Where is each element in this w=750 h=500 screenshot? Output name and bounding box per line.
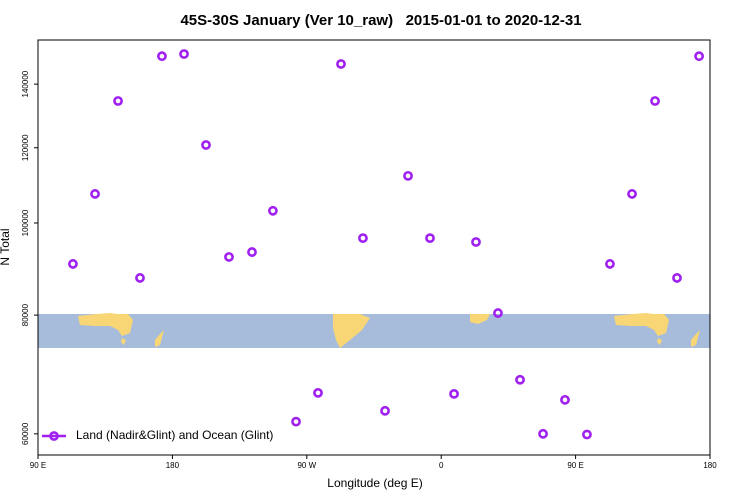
point — [90, 189, 100, 199]
legend-label: Land (Nadir&Glint) and Ocean (Glint) — [76, 428, 273, 442]
point — [201, 140, 211, 150]
point — [493, 308, 503, 318]
point — [605, 259, 615, 269]
point — [358, 233, 368, 244]
x-tick-label: 90 W — [297, 461, 316, 470]
y-axis-label: N Total — [0, 228, 12, 265]
plot-frame — [37, 39, 711, 456]
point — [672, 273, 682, 283]
y-tick-label: 120000 — [21, 134, 30, 161]
point — [403, 170, 413, 181]
map-strip — [38, 313, 710, 348]
point — [68, 259, 78, 269]
x-tick-label: 180 — [703, 461, 717, 470]
x-tick-label: 180 — [166, 461, 180, 470]
x-axis-label: Longitude (deg E) — [327, 476, 422, 490]
point — [247, 247, 257, 257]
x-tick-label: 0 — [439, 461, 444, 470]
point — [449, 388, 459, 399]
x-tick-label: 90 E — [567, 461, 583, 470]
point — [113, 96, 123, 106]
y-tick-label: 100000 — [21, 209, 30, 236]
point — [471, 237, 481, 247]
point — [291, 416, 301, 427]
point — [694, 51, 704, 62]
point — [224, 252, 234, 262]
point — [135, 273, 145, 283]
point — [380, 405, 390, 416]
point — [582, 429, 592, 440]
point — [157, 51, 167, 62]
y-tick-label: 60000 — [21, 422, 30, 445]
chart-title: 45S-30S January (Ver 10_raw) 2015-01-01 … — [180, 12, 581, 29]
y-tick-label: 140000 — [21, 70, 30, 97]
point — [560, 394, 570, 405]
legend-marker — [49, 431, 59, 441]
point — [627, 189, 637, 199]
point — [425, 233, 435, 244]
point — [268, 205, 278, 216]
point — [179, 49, 189, 59]
y-tick-label: 80000 — [21, 303, 30, 326]
point — [336, 59, 346, 69]
x-tick-label: 90 E — [30, 461, 46, 470]
point — [538, 428, 548, 439]
point — [313, 387, 323, 398]
point — [650, 96, 660, 106]
point — [515, 374, 525, 385]
